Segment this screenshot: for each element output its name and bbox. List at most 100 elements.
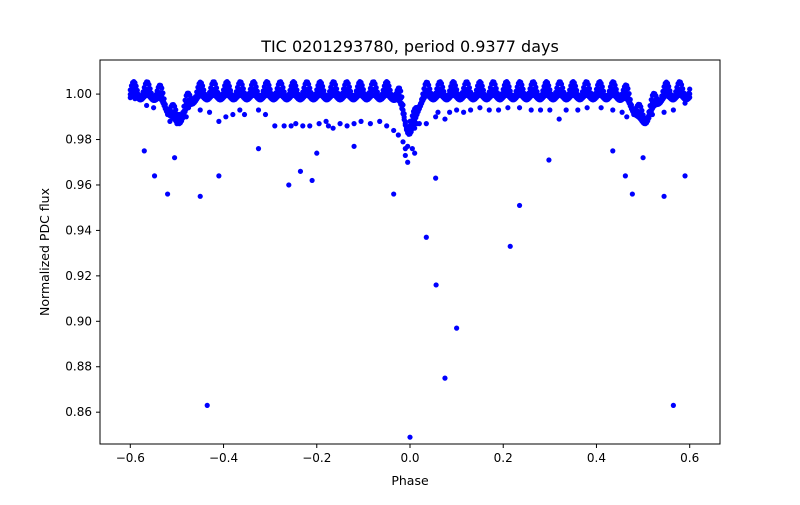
data-point [358,118,364,124]
data-point [185,105,192,111]
data-point [537,107,544,113]
x-tick-label: 0.2 [494,451,513,465]
band-point [160,90,166,96]
band-point [398,88,404,94]
data-point [433,282,439,288]
data-point [400,139,406,145]
data-point [624,114,630,120]
data-point [477,105,483,111]
data-point [204,402,210,408]
x-tick-label: −0.2 [302,451,331,465]
band-point [625,86,631,92]
band-point [479,83,485,89]
data-point [682,173,688,179]
data-point [216,118,222,124]
data-point [412,150,418,156]
data-point [405,159,411,165]
data-point [454,325,460,331]
band-point [585,81,591,88]
data-point [670,107,676,113]
data-point [384,123,390,129]
band-point [454,87,460,93]
data-point [405,143,411,149]
band-point [239,82,245,88]
data-point [391,127,397,134]
data-point [640,114,646,120]
y-tick-label: 0.92 [65,269,92,283]
band-point [280,84,286,91]
data-point [132,96,138,102]
data-point [407,434,413,440]
data-point [314,150,320,156]
x-tick-label: 0.0 [400,451,419,465]
data-point [640,155,646,161]
band-point [678,82,685,88]
band-point [666,83,672,90]
data-point [528,107,534,113]
band-point [147,86,153,92]
data-point [516,105,523,111]
band-point [452,82,459,89]
data-point [610,148,616,154]
data-point [167,118,173,124]
band-point [426,82,432,88]
band-point [307,85,313,91]
data-point [171,155,178,161]
band-point [400,102,406,108]
x-tick-label: −0.4 [209,451,238,465]
band-point [547,87,553,93]
x-tick-label: 0.6 [680,451,699,465]
data-point [395,132,401,138]
band-point [359,82,365,88]
band-point [293,83,299,89]
band-point [360,86,366,93]
y-tick-label: 0.86 [65,405,92,419]
band-point [399,94,405,100]
data-point [442,116,448,122]
data-points [127,78,693,440]
data-point [505,105,511,111]
data-point [402,152,408,159]
data-point [433,114,439,120]
data-point [183,114,189,120]
data-point [262,111,269,118]
data-point [563,107,569,113]
band-point [440,84,446,90]
data-point [176,111,182,118]
band-point [267,86,273,92]
band-point [386,83,392,89]
band-point [667,88,673,94]
data-point [330,125,336,131]
band-point [133,83,139,89]
data-point [556,116,562,122]
band-point [520,86,526,92]
band-point [480,87,487,93]
data-point [337,121,343,127]
y-axis-label: Normalized PDC flux [37,188,52,316]
band-point [466,85,473,91]
data-point [619,109,625,115]
data-point [495,107,502,113]
data-point [281,123,287,129]
x-tick-label: 0.4 [587,451,606,465]
band-point [493,85,499,92]
band-point [626,91,632,97]
band-point [519,82,525,88]
data-point [610,107,616,113]
chart-title: TIC 0201293780, period 0.9377 days [260,37,559,56]
y-tick-label: 0.96 [65,178,92,192]
data-point [407,118,413,124]
data-point [433,175,439,181]
data-point [323,118,329,124]
data-point [223,114,229,120]
band-point [612,82,618,88]
data-point [164,111,171,118]
band-point [333,86,340,92]
y-tick-label: 0.88 [65,360,92,374]
data-point [307,123,313,129]
band-point [506,84,512,90]
data-point [461,109,467,115]
band-point [687,86,693,92]
data-point [454,107,460,113]
